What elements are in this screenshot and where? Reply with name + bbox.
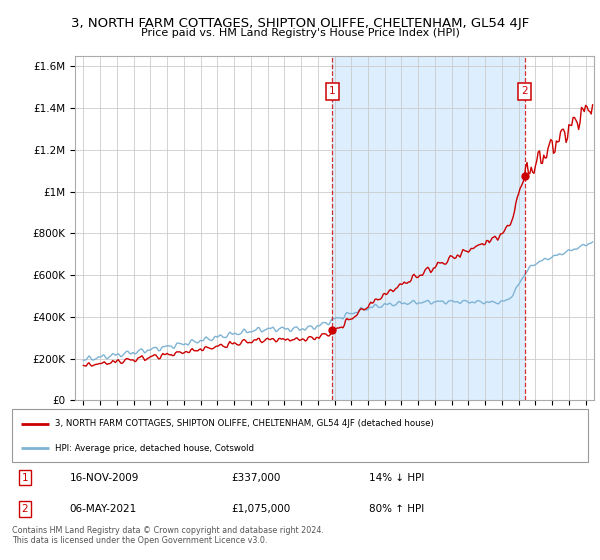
Text: HPI: Average price, detached house, Cotswold: HPI: Average price, detached house, Cots… [55,444,254,452]
Text: 3, NORTH FARM COTTAGES, SHIPTON OLIFFE, CHELTENHAM, GL54 4JF (detached house): 3, NORTH FARM COTTAGES, SHIPTON OLIFFE, … [55,419,434,428]
Text: 2: 2 [22,504,28,514]
Bar [332,56,524,400]
Text: 06-MAY-2021: 06-MAY-2021 [70,504,137,514]
Text: This data is licensed under the Open Government Licence v3.0.: This data is licensed under the Open Gov… [12,536,268,545]
Text: 16-NOV-2009: 16-NOV-2009 [70,473,139,483]
Text: 2: 2 [521,86,528,96]
Text: 1: 1 [329,86,336,96]
Text: £337,000: £337,000 [231,473,280,483]
Text: 1: 1 [22,473,28,483]
FancyBboxPatch shape [12,409,588,462]
Text: 14% ↓ HPI: 14% ↓ HPI [369,473,424,483]
Text: 3, NORTH FARM COTTAGES, SHIPTON OLIFFE, CHELTENHAM, GL54 4JF: 3, NORTH FARM COTTAGES, SHIPTON OLIFFE, … [71,17,529,30]
Text: £1,075,000: £1,075,000 [231,504,290,514]
Text: 80% ↑ HPI: 80% ↑ HPI [369,504,424,514]
Text: Price paid vs. HM Land Registry's House Price Index (HPI): Price paid vs. HM Land Registry's House … [140,28,460,38]
Text: Contains HM Land Registry data © Crown copyright and database right 2024.: Contains HM Land Registry data © Crown c… [12,526,324,535]
